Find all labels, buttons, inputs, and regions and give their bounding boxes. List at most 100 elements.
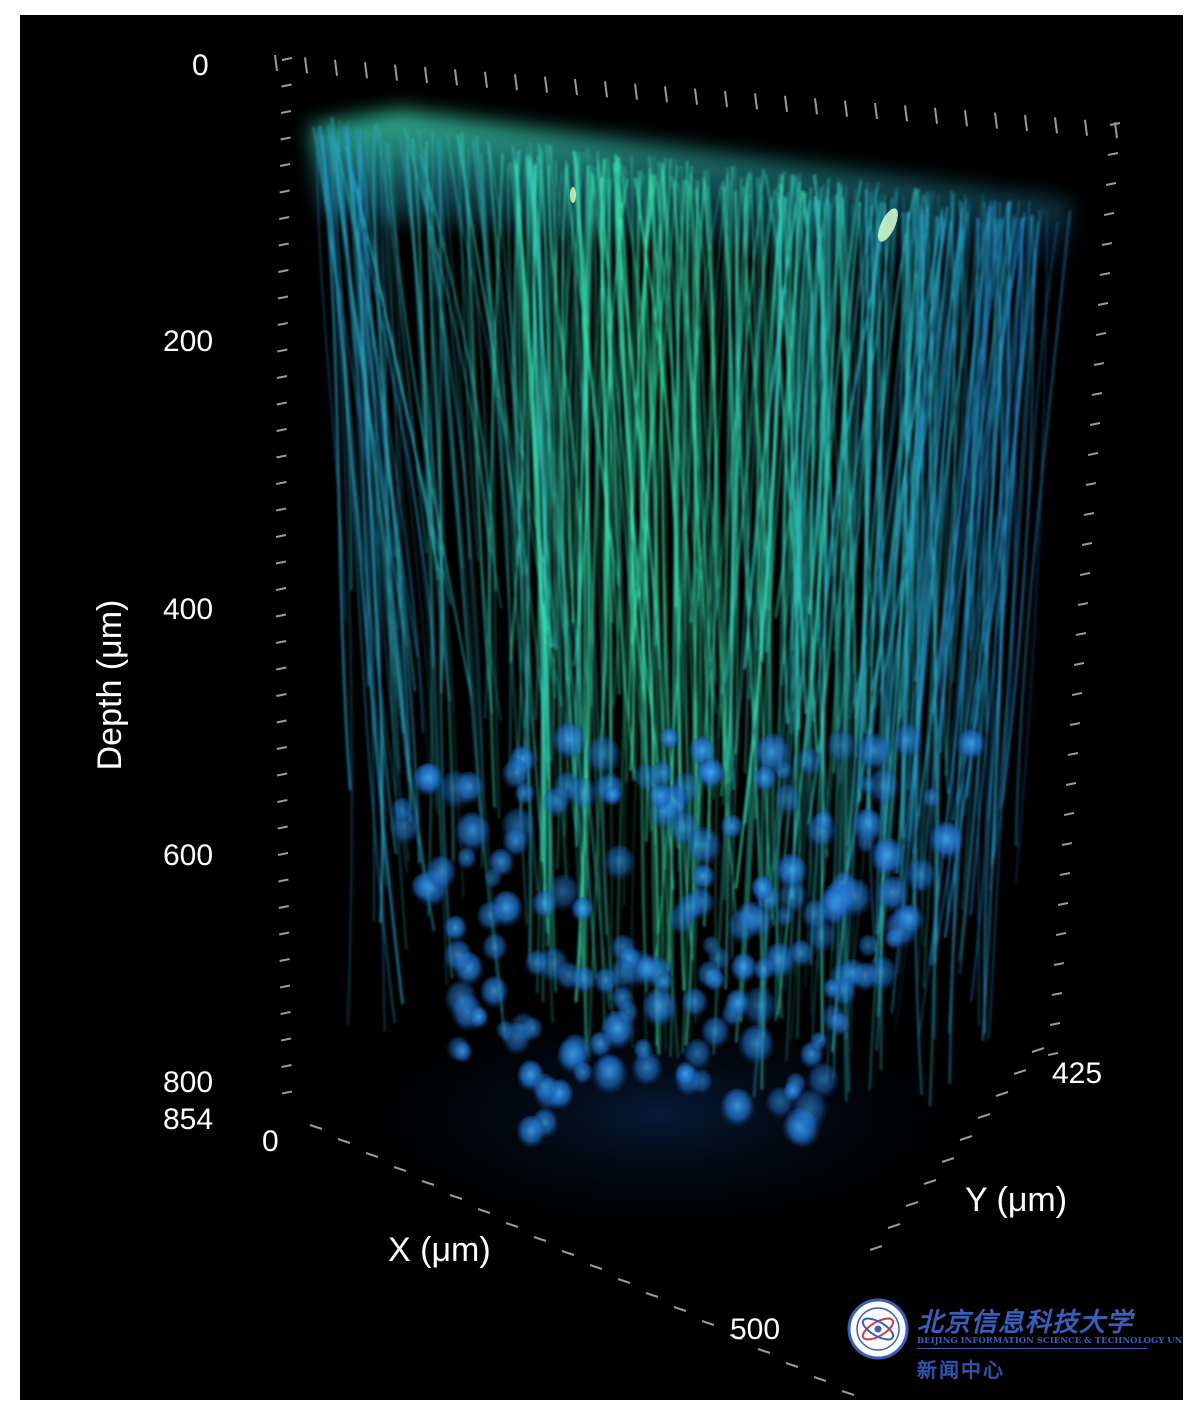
dendrite-fiber [722,166,733,759]
soma [443,915,467,943]
axis-tick [275,587,287,591]
dendrite-fiber [719,185,736,806]
soma [783,1081,802,1103]
dendrite-fiber [969,220,1040,916]
dendrite-fiber [604,178,629,649]
soma [454,771,484,806]
soma [821,1004,847,1034]
soma [730,952,757,984]
dendrite-fiber [355,129,420,864]
soma [752,765,777,793]
axis-tick [694,88,698,105]
soma [788,939,814,969]
dendrite-fiber [905,214,990,753]
axis-tick [844,100,848,117]
dendrite-fiber [699,171,750,795]
soma [571,896,594,923]
soma [821,882,855,921]
soma [696,961,722,990]
axis-tick [278,878,289,883]
axis-tick [904,105,908,122]
soma [479,976,509,1009]
soma [642,988,677,1028]
dendrite-fiber [665,174,668,794]
dendrite-fiber [514,149,532,962]
axis-tick [1084,119,1088,136]
dendrite-fiber [825,188,857,1084]
soma [415,762,444,795]
dendrite-fiber [566,151,585,681]
soma [865,955,898,993]
axis-tick [275,560,287,565]
dendrite-fiber [712,191,741,1055]
depth-tick-0: 0 [192,49,209,82]
soma [603,785,622,807]
dendrite-fiber [607,174,613,623]
axis-tick [1073,662,1085,666]
axis-tick [941,1157,955,1163]
axis-tick [1057,902,1069,906]
dendrite-fiber [611,163,624,597]
dendrite-fiber [614,164,648,782]
axis-tick [424,66,428,84]
axis-tick [841,1390,855,1396]
dendrite-fiber [435,149,472,707]
axis-tick [1093,362,1105,366]
x-axis-end: 500 [730,1313,781,1346]
axis-tick [1053,962,1065,966]
dendrite-fiber [846,185,856,1053]
dendrite-fiber [702,176,717,927]
axis-tick [1107,152,1119,156]
dendrite-fiber [459,140,490,719]
axis-tick [887,1223,901,1229]
axis-tick [449,1194,463,1200]
soma [681,987,708,1019]
dendrite-fiber [661,168,700,801]
dendrite-fiber [358,142,410,782]
soma [659,727,680,751]
axis-tick [276,454,287,459]
axis-tick [664,86,668,103]
soma [502,827,529,858]
axis-tick [279,216,290,220]
dendrite-fiber [626,170,667,1051]
soma [895,904,924,936]
depth-tick-800: 800 [163,1066,214,1099]
dendrite-fiber [750,172,775,926]
soma [608,958,637,991]
dendrite-fiber [359,127,452,605]
axis-tick [813,1376,827,1382]
axis-tick [754,93,758,110]
axis-tick [1063,812,1075,816]
dendrite-fiber [948,200,992,1034]
axis-tick [701,1320,715,1326]
axis-tick [275,640,287,644]
soma [806,1062,839,1100]
axis-tick [276,719,287,724]
axis-tick [1047,1052,1059,1056]
soma [469,1006,489,1029]
axis-tick [869,1245,883,1251]
soma [867,768,900,807]
dendrite-fiber [919,193,940,948]
bright-speck [878,208,898,242]
soma [454,812,491,853]
dendrite-fiber [831,205,874,1053]
y-axis-end: 425 [1052,1057,1103,1090]
x-axis-start: 0 [262,1125,279,1158]
dendrite-fiber [739,175,783,1023]
axis-tick [959,1135,973,1141]
axis-tick [1075,632,1087,636]
dendrite-fiber [674,157,681,836]
axis-tick [277,852,289,856]
depth-axis-title: Depth (μm) [91,599,129,771]
axis-tick [276,428,287,432]
dendrite-fiber [918,198,968,889]
soma [686,826,722,868]
dendrite-fiber [440,139,481,812]
soma [876,875,909,914]
axis-tick [277,295,289,300]
dendrite-fiber [781,201,798,687]
soma [649,760,675,789]
axis-tick [276,772,288,777]
